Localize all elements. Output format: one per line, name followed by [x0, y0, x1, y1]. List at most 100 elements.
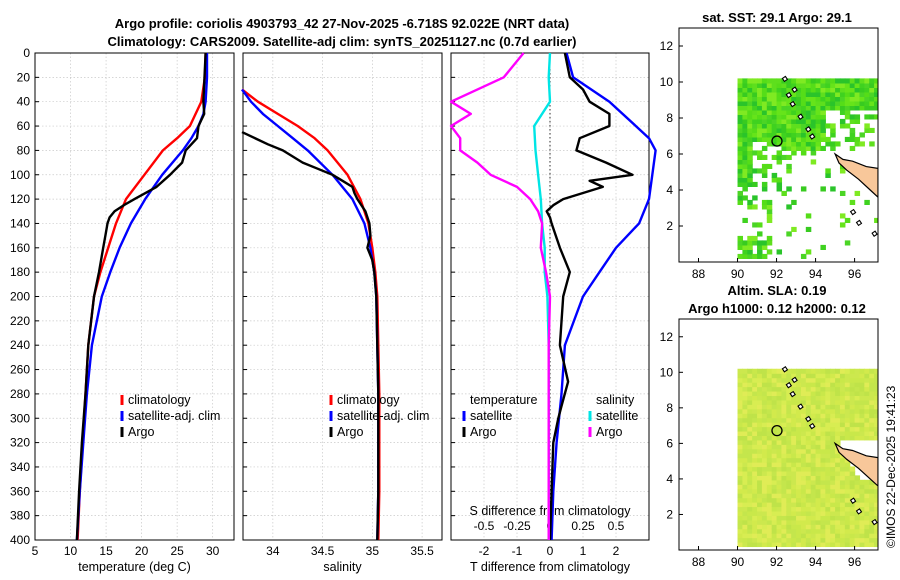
map-cell: [771, 105, 778, 111]
map-cell: [825, 439, 831, 445]
map-cell: [800, 524, 807, 530]
map-cell: [835, 408, 841, 414]
map-cell: [742, 91, 748, 97]
map-cell: [820, 118, 826, 124]
map-cell: [752, 430, 758, 436]
map-cell: [791, 226, 797, 232]
map-cell: [761, 368, 768, 374]
map-cell: [771, 417, 778, 423]
island: [789, 100, 796, 108]
map-cell: [820, 109, 826, 115]
map-cell: [771, 399, 778, 405]
map-cell: [864, 430, 870, 436]
map-cell: [825, 386, 831, 392]
map-cell: [781, 377, 787, 383]
map-cell: [849, 395, 856, 401]
map-cell: [796, 82, 802, 88]
map-cell: [800, 145, 807, 151]
map-cell: [786, 426, 792, 432]
map-cell: [805, 395, 812, 401]
map-cell: [796, 377, 802, 383]
map-cell: [854, 430, 861, 436]
map-cell: [786, 484, 792, 490]
map-cell: [839, 462, 846, 468]
map-cell: [800, 105, 807, 111]
map-cell: [864, 484, 870, 490]
map-cell: [766, 105, 773, 111]
map-cell: [835, 141, 841, 147]
map-cell: [835, 533, 841, 539]
map-cell: [781, 448, 787, 454]
map-cell: [742, 497, 748, 503]
map-cell: [776, 377, 783, 383]
map-cell: [761, 515, 768, 521]
map-cell: [791, 386, 797, 392]
map-cell: [864, 528, 870, 534]
map-cell: [815, 528, 822, 534]
map-cell: [800, 537, 807, 543]
map-cell: [805, 502, 812, 508]
map-cell: [810, 430, 817, 436]
map-cell: [854, 118, 861, 124]
map-cell: [766, 439, 773, 445]
map-cell: [849, 78, 856, 84]
map-cell: [742, 484, 748, 490]
satellite-salinity-line: [241, 88, 380, 541]
map-cell: [737, 253, 744, 259]
map-cell: [874, 422, 878, 428]
legend-entry: Argo: [470, 425, 496, 439]
map-frame: [678, 318, 879, 551]
map-cell: [737, 382, 744, 388]
island: [785, 381, 793, 389]
map-cell: [844, 404, 851, 410]
map-cell: [761, 186, 768, 192]
map-cell: [849, 542, 856, 548]
y-tick-label: 180: [10, 265, 30, 279]
map-cell: [849, 145, 856, 151]
map-cell: [849, 82, 856, 88]
map-cell: [791, 91, 797, 97]
map-cell: [752, 105, 758, 111]
map-cell: [771, 497, 778, 503]
map-cell: [757, 96, 763, 102]
y-tick-label: 380: [10, 509, 30, 523]
map-cell: [771, 373, 778, 379]
map-cell: [800, 466, 807, 472]
map-cell: [830, 439, 836, 445]
map-cell: [757, 533, 763, 539]
map-cell: [742, 430, 748, 436]
map-cell: [869, 435, 875, 441]
map-cell: [810, 127, 817, 133]
map-cell: [776, 506, 783, 512]
map-cell: [830, 515, 836, 521]
map-cell: [830, 542, 836, 548]
map-cell: [761, 204, 768, 210]
map-cell: [766, 524, 773, 530]
map-cell: [791, 399, 797, 405]
map-cell: [830, 127, 836, 133]
map-cell: [747, 199, 753, 205]
map-cell: [771, 118, 778, 124]
map-cell: [796, 426, 802, 432]
map-cell: [742, 105, 748, 111]
map-cell: [757, 382, 763, 388]
map-cell: [737, 181, 744, 187]
map-cell: [805, 435, 812, 441]
map-cell: [825, 377, 831, 383]
map-cell: [815, 515, 822, 521]
map-cell: [752, 123, 758, 129]
map-cell: [742, 145, 748, 151]
map-cell: [859, 542, 865, 548]
map-cell: [737, 453, 744, 459]
map-cell: [757, 510, 763, 516]
map-cell: [859, 506, 865, 512]
map-cell: [776, 448, 783, 454]
map-cell: [766, 109, 773, 115]
map-cell: [869, 422, 875, 428]
map-cell: [761, 114, 768, 120]
map-cell: [820, 453, 826, 459]
map-cell: [742, 249, 748, 255]
map-cell: [874, 510, 878, 516]
map-cell: [874, 114, 878, 120]
argo-position-marker: [771, 424, 783, 437]
